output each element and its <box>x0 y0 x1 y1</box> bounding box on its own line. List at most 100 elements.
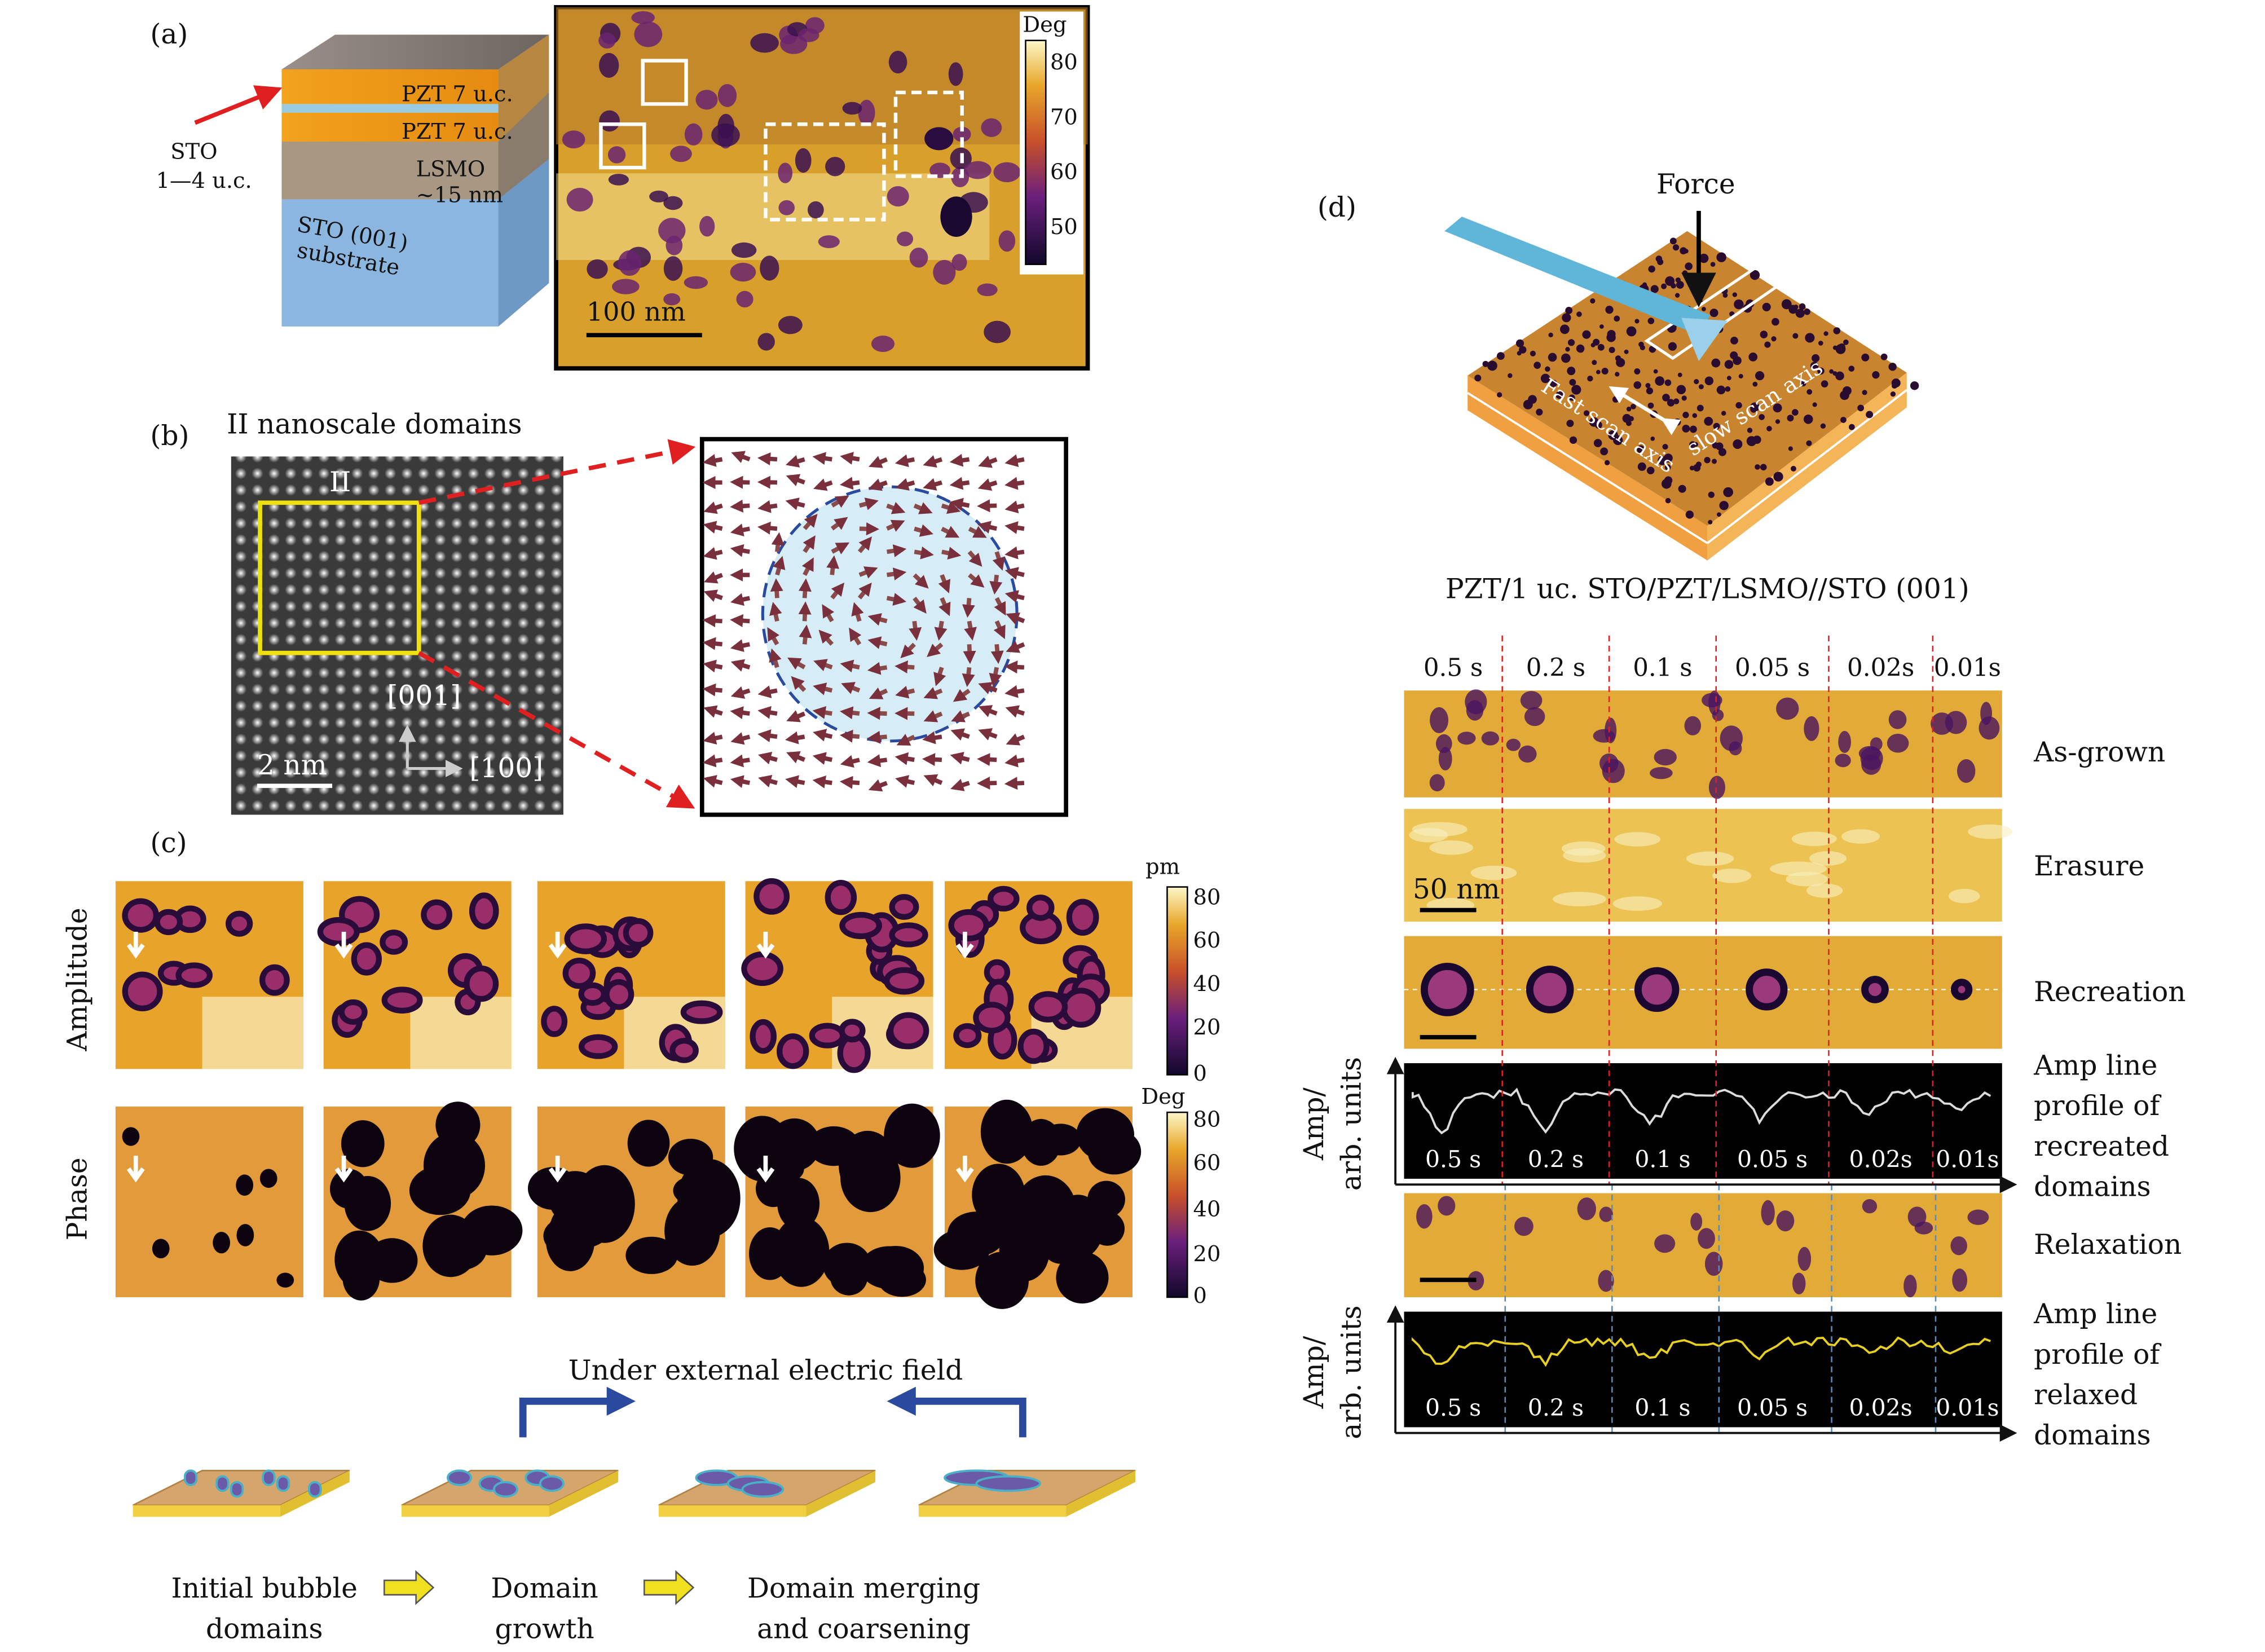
domain-dot <box>717 83 737 107</box>
surface-domain <box>1569 378 1576 386</box>
domain-dot <box>1438 1196 1456 1216</box>
polarization-vector <box>851 602 864 622</box>
domain-dot <box>1761 1200 1775 1226</box>
surface-domain <box>1662 394 1670 402</box>
row-relaxation-label: Relaxation <box>2034 1229 2182 1261</box>
domain-dot <box>1598 1270 1614 1292</box>
surface-domain <box>1567 367 1576 376</box>
map-row: 0.5 s 0.2 s 0.1 s 0.05 s 0.02s 0.01s <box>1404 1311 2002 1428</box>
polarization-vector <box>990 644 1004 664</box>
surface-domain <box>1664 379 1672 386</box>
written-domain <box>1861 976 1889 1003</box>
polarization-vector <box>831 542 850 554</box>
domain-dot <box>730 262 756 282</box>
polarization-vector <box>950 728 970 741</box>
surface-domain <box>1818 341 1823 346</box>
domain-plate <box>918 1469 1136 1517</box>
domain-cylinder <box>308 1481 322 1498</box>
domain-ring <box>1026 895 1055 921</box>
phase-domain <box>341 1120 385 1168</box>
force-label: Force <box>1656 169 1735 200</box>
surface-domain <box>1693 464 1701 472</box>
surface-domain <box>1713 422 1720 430</box>
polarization-vector <box>989 574 1003 595</box>
domain-dot <box>1518 745 1537 763</box>
domain-ring <box>154 909 183 935</box>
phase-map <box>115 1106 303 1297</box>
domain-dot <box>663 196 683 210</box>
surface-domain <box>1806 440 1812 446</box>
surface-domain <box>1805 333 1815 343</box>
domain-ring <box>1060 988 1101 1028</box>
domain-ring <box>578 1034 618 1059</box>
polarization-vector <box>773 556 786 576</box>
pulse-duration-headers: 0.5 s 0.2 s 0.1 s 0.05 s 0.02s 0.01s <box>1424 654 2001 682</box>
domain-dot <box>1835 754 1851 768</box>
profile2-label-1: Amp line <box>2033 1298 2157 1330</box>
surface-domain <box>1682 270 1688 276</box>
domain-dot <box>1481 731 1500 746</box>
polarization-vector <box>950 778 970 791</box>
domain-dot <box>1704 1252 1723 1276</box>
surface-domain <box>1662 443 1668 450</box>
surface-domain <box>1752 381 1758 387</box>
domain-evolution-schematics <box>133 1469 1136 1517</box>
line-profile <box>1411 1087 1991 1135</box>
profile1-label-4: domains <box>2034 1171 2151 1203</box>
phase-domain <box>627 1120 670 1167</box>
domain-dot <box>993 162 1021 183</box>
surface-domain <box>1766 426 1772 431</box>
polarization-vector <box>978 705 998 717</box>
phase-map-bg <box>115 1106 303 1297</box>
domain-dot <box>1888 710 1907 729</box>
polarization-vector <box>758 774 778 788</box>
surface-domain <box>1597 343 1605 351</box>
stage-1-label-2: domains <box>206 1613 323 1645</box>
axis-001-label: [001] <box>387 680 461 712</box>
profile1-ylabel-1: Amp/ <box>1298 1087 1330 1161</box>
marker-arrow <box>756 1155 775 1183</box>
phase-domain <box>422 1214 479 1277</box>
domain-dot <box>888 51 907 74</box>
amplitude-map <box>115 881 303 1069</box>
polarization-vector <box>993 620 1006 640</box>
surface-domain <box>1555 391 1563 399</box>
domain-cylinder <box>215 1475 230 1492</box>
polarization-vector <box>731 451 751 464</box>
domain-dot <box>1838 730 1851 754</box>
surface-domain <box>1673 418 1681 426</box>
domain-dot <box>778 200 795 215</box>
surface-domain <box>1548 332 1553 338</box>
amplitude-map <box>537 881 725 1069</box>
region-ii-label: II <box>329 466 351 498</box>
surface-domain <box>1722 293 1728 298</box>
domain-dot <box>699 215 715 237</box>
polarization-vector <box>730 523 751 537</box>
surface-domain <box>1712 442 1718 449</box>
surface-domain <box>1593 439 1602 447</box>
surface-domain <box>1682 412 1689 418</box>
surface-domain <box>1637 462 1646 471</box>
cantilever <box>1444 217 1711 336</box>
domain-dot <box>1950 1236 1967 1255</box>
domain-dot <box>612 279 640 294</box>
row-as-grown-label: As-grown <box>2033 737 2165 768</box>
polarization-vector <box>703 589 723 602</box>
phase-domain <box>867 1245 924 1290</box>
domain-ring <box>351 942 382 976</box>
marker-arrow <box>548 931 567 959</box>
polarization-vector <box>962 667 975 688</box>
domain-cylinder <box>975 1475 1041 1492</box>
polarization-vector <box>927 642 944 657</box>
polarization-vector <box>785 497 805 510</box>
surface-domain <box>1637 445 1645 453</box>
bright-patch <box>1770 861 1827 876</box>
plate-side <box>1066 1470 1136 1517</box>
domain-dot <box>818 235 840 248</box>
surface-domain <box>1804 309 1810 315</box>
surface-domain <box>1576 311 1582 317</box>
colorbar-a-tick-80: 80 <box>1050 50 1078 75</box>
bright-patch <box>1686 851 1734 866</box>
surface-domain <box>1609 346 1615 354</box>
amplitude-maps <box>115 878 1132 1073</box>
